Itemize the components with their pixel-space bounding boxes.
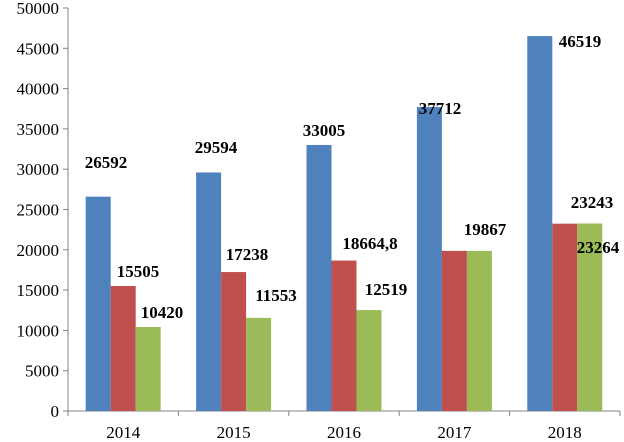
y-tick-label: 5000: [25, 362, 59, 381]
y-tick-label: 40000: [17, 80, 60, 99]
y-axis-ticks: 0 5000 10000 15000 20000 25000 30000 35000 40000…: [17, 0, 68, 421]
y-tick-label: 25000: [17, 201, 60, 220]
bar-series-3-2016: [356, 310, 382, 411]
bar-series-1-2018: [527, 36, 553, 412]
x-tick-label: 2015: [217, 423, 251, 442]
y-tick-label: 0: [51, 402, 60, 421]
bar-series-1-2016: [306, 144, 332, 411]
data-label-series-1-2015: 29594: [195, 138, 238, 157]
bar-series-2-2015: [221, 272, 247, 411]
x-tick-label: 2017: [437, 423, 472, 442]
bar-series-1-2014: [85, 196, 111, 411]
bar-series-1-2015: [196, 172, 222, 411]
x-axis-ticks: 2014 2015 2016 2017 2018: [67, 411, 621, 442]
y-tick-label: 30000: [17, 160, 60, 179]
y-tick-label: 20000: [17, 241, 60, 260]
data-label-series-1-2017: 37712: [419, 99, 462, 118]
x-tick-label: 2016: [327, 423, 361, 442]
data-label-series-3-2018: 23264: [577, 238, 620, 257]
data-label-series-1-2018: 46519: [559, 32, 602, 51]
bar-series-2-2016: [331, 260, 357, 411]
data-label-series-2-2015: 17238: [226, 245, 269, 264]
bar-series-3-2017: [466, 250, 492, 411]
bar-series-3-2015: [246, 317, 272, 411]
bar-series-1-2017: [416, 107, 442, 411]
data-label-series-3-2014: 10420: [141, 303, 184, 322]
bars: [85, 36, 603, 412]
data-label-series-3-2016: 12519: [365, 280, 408, 299]
bar-series-3-2014: [135, 327, 161, 411]
y-tick-label: 45000: [17, 39, 60, 58]
bar-series-2-2014: [110, 286, 136, 411]
data-label-series-2-2017: 19867: [464, 220, 507, 239]
data-label-series-2-2018: 23243: [571, 193, 614, 212]
y-tick-label: 50000: [17, 0, 60, 18]
bar-series-2-2018: [552, 223, 578, 411]
bar-series-3-2018: [577, 223, 603, 411]
y-tick-label: 35000: [17, 120, 60, 139]
data-label-series-1-2014: 26592: [85, 153, 128, 172]
data-label-series-2-2014: 15505: [117, 262, 160, 281]
x-tick-label: 2018: [548, 423, 582, 442]
data-labels: 26592 15505 10420 29594 17238 11553 33005 18664…: [85, 32, 620, 322]
data-label-series-1-2016: 33005: [303, 121, 346, 140]
data-label-series-2-2016: 18664,8: [342, 234, 397, 253]
y-tick-label: 15000: [17, 281, 60, 300]
y-tick-label: 10000: [17, 321, 60, 340]
bar-series-2-2017: [441, 250, 467, 411]
x-tick-label: 2014: [106, 423, 141, 442]
data-label-series-3-2015: 11553: [255, 286, 297, 305]
